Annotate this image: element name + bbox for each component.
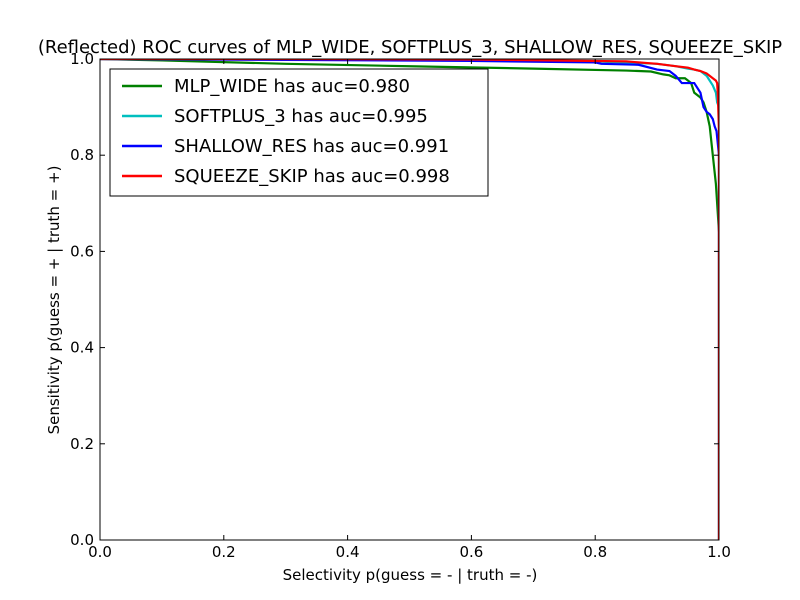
legend: MLP_WIDE has auc=0.980 SOFTPLUS_3 has auc… (109, 68, 489, 197)
y-tick-label: 0.4 (70, 339, 94, 357)
x-axis-label: Selectivity p(guess = - | truth = -) (283, 566, 538, 584)
x-tick-label: 1.0 (707, 543, 731, 561)
series-line-2 (100, 59, 719, 540)
legend-label-2: SHALLOW_RES has auc=0.991 (174, 136, 449, 157)
y-axis-ticks: 0.0 0.2 0.4 0.6 0.8 1.0 (70, 50, 719, 549)
y-tick-label: 0.8 (70, 146, 94, 164)
y-tick-label: 0.2 (70, 435, 94, 453)
legend-entries: MLP_WIDE has auc=0.980 SOFTPLUS_3 has auc… (122, 76, 450, 187)
plot-frame (99, 58, 720, 541)
series-line-0 (100, 59, 719, 540)
x-tick-label: 0.8 (583, 543, 607, 561)
series-layer (100, 59, 719, 540)
legend-label-0: MLP_WIDE has auc=0.980 (174, 76, 410, 97)
series-line-3 (100, 59, 719, 540)
x-tick-label: 0.4 (336, 543, 360, 561)
x-tick-label: 0.0 (88, 543, 112, 561)
x-axis-ticks: 0.0 0.2 0.4 0.6 0.8 1.0 (88, 59, 731, 561)
legend-label-3: SQUEEZE_SKIP has auc=0.998 (174, 166, 450, 187)
y-tick-label: 0.0 (70, 531, 94, 549)
x-tick-label: 0.6 (459, 543, 483, 561)
legend-label-1: SOFTPLUS_3 has auc=0.995 (174, 106, 428, 127)
x-tick-label: 0.2 (212, 543, 236, 561)
chart-title: (Reflected) ROC curves of MLP_WIDE, SOFT… (38, 37, 782, 58)
y-tick-label: 1.0 (70, 50, 94, 68)
y-tick-label: 0.6 (70, 242, 94, 260)
y-axis-label: Sensitivity p(guess = + | truth = +) (45, 166, 63, 435)
legend-box (109, 68, 489, 197)
